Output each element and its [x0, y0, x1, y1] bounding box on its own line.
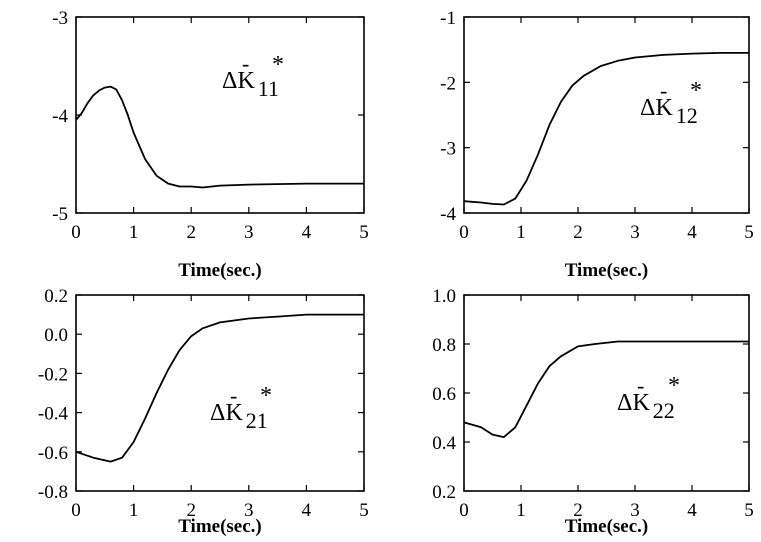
x-tick-label: 2	[573, 500, 583, 521]
annotation-delta: Δ	[210, 400, 225, 426]
x-tick-label: 4	[302, 500, 312, 521]
x-axis-label: Time(sec.)	[565, 260, 649, 281]
x-tick-label: 2	[186, 500, 196, 521]
x-tick-label: 5	[359, 500, 369, 521]
annotation-bar: -	[660, 78, 667, 103]
chart-panel: 0 1 2 3 4 5 1.0 0.8 0.6 0.4 0.2 Time(sec.) ΔK 22- *	[432, 286, 754, 537]
x-tick-label: 0	[71, 222, 81, 243]
y-tick-label: 0.2	[44, 286, 68, 307]
annotation-star: *	[272, 52, 284, 78]
x-tick-label: 3	[630, 500, 640, 521]
annotation-subscript: 12	[676, 103, 698, 128]
annotation-delta: Δ	[222, 68, 237, 94]
x-tick-label: 1	[129, 222, 139, 243]
x-tick-label: 4	[687, 222, 697, 243]
y-tick-label: -0.4	[38, 404, 69, 425]
x-tick-label: 1	[516, 500, 526, 521]
series-line	[463, 52, 749, 206]
x-axis-label: Time(sec.)	[178, 260, 262, 281]
annotation-bar: -	[242, 51, 249, 76]
y-tick-label: -5	[52, 204, 68, 225]
curve-annotation: ΔK 11	[222, 68, 279, 101]
x-tick-label: 3	[630, 222, 640, 243]
curve-annotation: ΔK 12	[640, 95, 698, 128]
x-tick-label: 3	[244, 500, 254, 521]
x-tick-label: 1	[129, 500, 139, 521]
y-tick-label: -0.6	[38, 443, 68, 464]
annotation-symbol: K	[632, 390, 650, 416]
series-line	[463, 340, 749, 439]
x-tick-label: 5	[744, 500, 754, 521]
annotation-subscript: 11	[258, 76, 279, 101]
annotation-symbol: K	[225, 400, 243, 426]
series-line	[75, 85, 364, 189]
chart-panel: 0 1 2 3 4 5 -3 -4 -5 Time(sec.) ΔK 11- *	[52, 8, 369, 281]
y-tick-label: 0.2	[432, 482, 456, 503]
y-tick-label: -0.8	[38, 482, 68, 503]
y-tick-label: -3	[440, 139, 456, 160]
y-tick-label: 1.0	[432, 286, 456, 307]
x-tick-label: 5	[359, 222, 369, 243]
y-tick-label: -4	[52, 106, 68, 127]
series-line	[75, 313, 364, 463]
curve-annotation: ΔK 21	[210, 400, 268, 433]
plot-frame	[463, 16, 750, 214]
annotation-delta: Δ	[617, 390, 632, 416]
y-tick-label: -1	[440, 8, 456, 29]
y-tick-label: 0.6	[432, 384, 456, 405]
y-tick-label: 0.8	[432, 335, 456, 356]
x-tick-label: 1	[516, 222, 526, 243]
annotation-star: *	[260, 383, 272, 409]
annotation-star: *	[690, 78, 702, 104]
annotation-symbol: K	[237, 68, 255, 94]
plot-frame	[463, 294, 750, 492]
y-tick-label: -0.2	[38, 364, 68, 385]
x-tick-label: 4	[302, 222, 312, 243]
x-axis-label: Time(sec.)	[178, 516, 262, 537]
x-tick-label: 2	[573, 222, 583, 243]
x-tick-label: 4	[687, 500, 697, 521]
x-tick-label: 0	[459, 222, 469, 243]
x-tick-label: 2	[186, 222, 196, 243]
y-tick-label: 0.0	[44, 325, 68, 346]
chart-panel: 0 1 2 3 4 5 0.2 0.0 -0.2 -0.4 -0.6 -0.8 Time(sec.) ΔK…	[38, 286, 369, 537]
curve-annotation: ΔK 22	[617, 390, 675, 423]
plot-frame	[75, 294, 365, 492]
y-tick-label: -2	[440, 73, 456, 94]
annotation-subscript: 22	[653, 398, 675, 423]
x-tick-label: 3	[244, 222, 254, 243]
x-tick-label: 5	[744, 222, 754, 243]
annotation-star: *	[668, 373, 680, 399]
x-tick-label: 0	[71, 500, 81, 521]
y-tick-label: -4	[440, 204, 456, 225]
annotation-bar: -	[637, 373, 644, 398]
x-tick-label: 0	[459, 500, 469, 521]
annotation-symbol: K	[655, 95, 673, 121]
annotation-bar: -	[230, 383, 237, 408]
annotation-subscript: 21	[246, 408, 268, 433]
y-tick-label: -3	[52, 8, 68, 29]
x-axis-label: Time(sec.)	[565, 516, 649, 537]
annotation-delta: Δ	[640, 95, 655, 121]
y-tick-label: 0.4	[432, 433, 456, 454]
